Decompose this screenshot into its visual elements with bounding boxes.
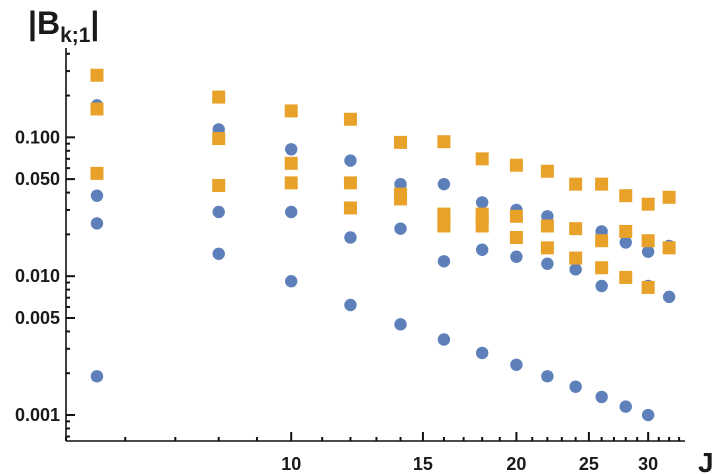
y-axis-ticks: 0.001 0.005 0.010 0.050 0.100 bbox=[15, 127, 75, 425]
square-point bbox=[343, 176, 357, 190]
y-tick-label: 0.001 bbox=[15, 405, 60, 425]
circle-point bbox=[641, 408, 655, 422]
circle-point bbox=[569, 380, 582, 393]
square-point bbox=[509, 230, 523, 244]
square-point bbox=[437, 135, 451, 149]
y-tick-label: 0.010 bbox=[15, 266, 60, 286]
circle-point bbox=[90, 370, 104, 383]
square-point bbox=[540, 164, 554, 178]
square-point bbox=[641, 280, 655, 294]
circle-point bbox=[285, 275, 298, 288]
square-point bbox=[619, 224, 633, 238]
square-point bbox=[475, 219, 489, 233]
circle-point bbox=[510, 358, 523, 372]
square-point bbox=[90, 102, 104, 116]
x-tick-label: 10 bbox=[281, 454, 301, 474]
circle-point bbox=[212, 205, 225, 219]
circle-point bbox=[394, 318, 407, 331]
square-point bbox=[212, 132, 226, 146]
circle-point bbox=[394, 177, 407, 191]
x-tick-label: 15 bbox=[413, 454, 433, 474]
x-tick-label: 30 bbox=[638, 454, 658, 474]
square-point bbox=[475, 152, 489, 166]
circle-point bbox=[541, 370, 554, 383]
y-axis-title-main: |B bbox=[28, 5, 60, 41]
circle-point bbox=[541, 210, 554, 223]
square-point bbox=[343, 112, 357, 126]
circle-point bbox=[212, 247, 225, 260]
y-axis-title: |Bk;1| bbox=[28, 5, 99, 47]
circle-point bbox=[641, 245, 655, 258]
square-point bbox=[394, 135, 408, 149]
circle-point bbox=[437, 177, 451, 191]
square-point bbox=[569, 222, 583, 236]
circle-point bbox=[569, 263, 582, 276]
x-axis-title: J bbox=[698, 447, 714, 474]
square-point bbox=[540, 219, 554, 233]
square-point bbox=[569, 251, 583, 265]
square-point bbox=[509, 209, 523, 223]
square-point bbox=[641, 197, 655, 211]
square-point bbox=[595, 234, 609, 248]
square-point bbox=[595, 261, 609, 275]
y-tick-label: 0.005 bbox=[15, 308, 60, 328]
y-axis-title-close: | bbox=[90, 5, 99, 41]
square-point bbox=[90, 68, 104, 82]
square-point bbox=[540, 241, 554, 255]
square-point bbox=[212, 90, 226, 104]
circle-point bbox=[475, 243, 489, 256]
square-point bbox=[437, 219, 451, 233]
circle-point bbox=[662, 290, 676, 304]
square-point bbox=[284, 156, 298, 170]
square-point bbox=[212, 178, 226, 192]
circle-point bbox=[541, 257, 554, 270]
circle-point bbox=[344, 154, 357, 167]
square-point bbox=[662, 241, 676, 255]
x-axis-ticks: 10 15 20 25 30 bbox=[281, 432, 658, 474]
y-tick-label: 0.100 bbox=[15, 127, 60, 147]
circle-point bbox=[394, 222, 407, 235]
circle-point bbox=[437, 255, 451, 268]
circle-point bbox=[285, 205, 298, 219]
circle-point bbox=[510, 250, 523, 263]
circle-point bbox=[344, 231, 357, 244]
square-point bbox=[343, 201, 357, 215]
y-axis-title-subscript: k;1 bbox=[60, 24, 91, 47]
circle-point bbox=[90, 217, 104, 230]
square-point bbox=[284, 104, 298, 118]
circle-point bbox=[285, 143, 298, 156]
y-tick-label: 0.050 bbox=[15, 169, 60, 189]
circle-point bbox=[595, 279, 608, 293]
axes bbox=[65, 48, 685, 442]
square-point bbox=[619, 189, 633, 203]
square-point bbox=[90, 166, 104, 180]
square-point bbox=[394, 192, 408, 206]
minor-ticks bbox=[65, 52, 681, 441]
square-point bbox=[595, 177, 609, 191]
circle-point bbox=[90, 189, 104, 202]
square-point bbox=[569, 177, 583, 191]
circle-point bbox=[619, 236, 632, 249]
square-point bbox=[662, 190, 676, 204]
square-point bbox=[509, 158, 523, 172]
x-tick-label: 20 bbox=[506, 454, 526, 474]
square-point bbox=[641, 234, 655, 248]
square-point bbox=[284, 176, 298, 190]
circle-point bbox=[595, 390, 608, 404]
x-tick-label: 25 bbox=[579, 454, 599, 474]
square-point bbox=[619, 270, 633, 284]
circle-point bbox=[619, 400, 632, 413]
circle-point bbox=[344, 298, 357, 312]
circle-point bbox=[437, 333, 451, 346]
data-points bbox=[90, 68, 676, 422]
circle-point bbox=[475, 346, 489, 360]
circle-point bbox=[475, 196, 489, 209]
